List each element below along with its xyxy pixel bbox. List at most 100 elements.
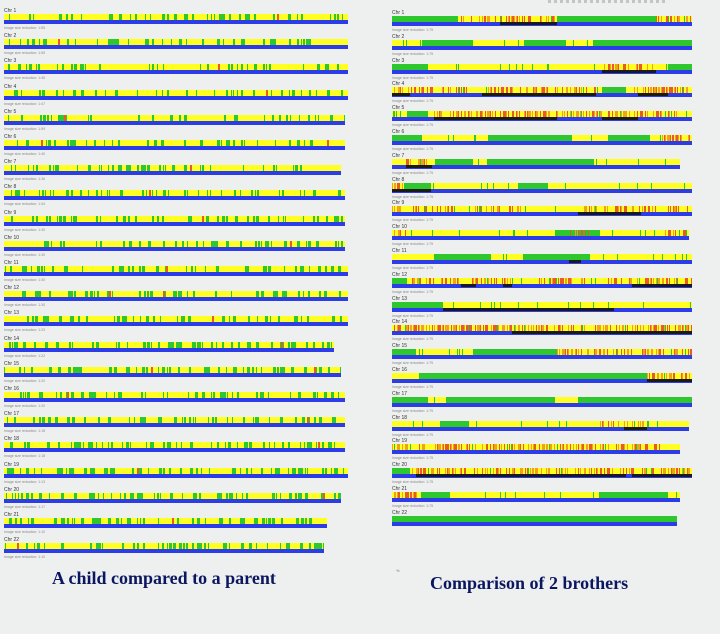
red-mismatch-stripe [580,325,582,332]
red-mismatch-stripe [437,111,439,118]
red-mismatch-stripe [675,87,677,94]
green-match-mark [277,215,279,222]
green-match-mark [15,518,18,524]
green-match-mark [248,316,251,323]
green-match-mark [193,492,196,499]
red-mismatch-stripe [571,277,573,284]
red-mismatch-stripe [424,158,426,165]
red-mismatch-stripe [476,325,478,332]
green-match-mark [109,467,112,474]
green-match-mark [199,140,203,146]
red-mismatch-stripe [584,468,586,475]
green-match-mark [94,89,97,96]
green-match-mark [21,89,23,96]
baseline-bar [4,372,341,377]
chromosome-label: Chr 14 [4,335,20,342]
red-mismatch-stripe [526,468,528,475]
red-mismatch-stripe [392,182,394,189]
red-mismatch-mark [281,341,284,348]
green-match-mark [263,442,266,449]
green-match-mark [125,165,129,172]
chromosome-note: Image size reduction: 1:45 [4,76,46,81]
green-match-mark [58,114,61,121]
red-mismatch-stripe [643,468,645,475]
chromosome-note: Image size reduction: 1:75 [392,337,434,342]
red-mismatch-stripe [414,492,416,498]
green-match-mark [188,392,190,398]
green-match-mark [215,291,218,298]
green-match-mark [60,543,64,550]
red-mismatch-stripe [461,16,463,22]
red-mismatch-stripe [678,16,680,22]
red-mismatch-stripe [566,111,568,118]
green-match-mark [468,325,470,332]
red-mismatch-stripe [499,111,501,118]
chromosome-note: Image size reduction: 1:36 [4,177,46,182]
match-bar [4,543,324,550]
baseline-bar [4,398,345,402]
chromosome-note: Image size reduction: 1:75 [392,289,434,294]
green-match-mark [26,392,28,398]
green-match-mark [670,349,672,356]
green-match-mark [303,215,305,222]
green-match-mark [286,543,289,550]
baseline-bar [4,45,348,50]
red-mismatch-stripe [417,325,419,332]
green-match-mark [319,366,322,373]
red-mismatch-stripe [531,325,533,332]
red-mismatch-mark [67,392,70,398]
green-match-mark [216,39,220,46]
green-match-mark [73,64,77,71]
red-mismatch-stripe [656,349,658,356]
red-mismatch-stripe [590,468,592,475]
red-mismatch-stripe [565,468,567,475]
green-match-mark [267,266,270,272]
red-mismatch-stripe [606,468,608,475]
green-match-mark [248,366,251,373]
green-match-mark [317,215,320,222]
green-match-mark [105,392,107,398]
green-match-mark [6,417,8,424]
green-match-mark [11,165,13,172]
green-match-mark [279,417,283,424]
green-match-mark [74,140,77,146]
green-match-mark [187,215,191,222]
green-match-mark [107,417,111,424]
red-mismatch-stripe [409,325,411,332]
red-mismatch-stripe [618,63,620,70]
red-mismatch-stripe [414,325,416,332]
red-mismatch-stripe [517,111,519,118]
green-match-mark [217,140,219,146]
red-mismatch-stripe [408,87,410,94]
green-match-mark [192,341,196,348]
red-mismatch-stripe [679,135,681,141]
red-mismatch-stripe [620,277,622,284]
green-match-mark [92,518,95,524]
green-match-mark [293,341,296,348]
red-mismatch-stripe [640,63,642,70]
red-mismatch-stripe [652,87,654,94]
green-match-mark [274,518,276,524]
red-mismatch-stripe [522,468,524,475]
green-match-mark [151,215,154,222]
red-mismatch-stripe [512,87,514,94]
red-mismatch-stripe [577,444,579,451]
match-bar [4,316,348,323]
red-mismatch-stripe [488,16,490,22]
red-mismatch-stripe [429,277,431,284]
red-mismatch-stripe [476,206,478,213]
green-match-mark [227,442,231,449]
red-mismatch-stripe [396,325,398,332]
green-match-mark [194,341,197,348]
green-match-mark [305,467,307,474]
green-match-mark [7,114,9,121]
green-match-mark [303,417,305,424]
green-match-mark [188,417,191,424]
red-mismatch-stripe [580,444,582,451]
green-match-mark [68,467,72,474]
red-mismatch-stripe [425,206,427,213]
red-mismatch-stripe [494,444,496,451]
red-mismatch-stripe [640,444,642,451]
red-mismatch-stripe [400,325,402,332]
green-match-mark [94,392,97,398]
